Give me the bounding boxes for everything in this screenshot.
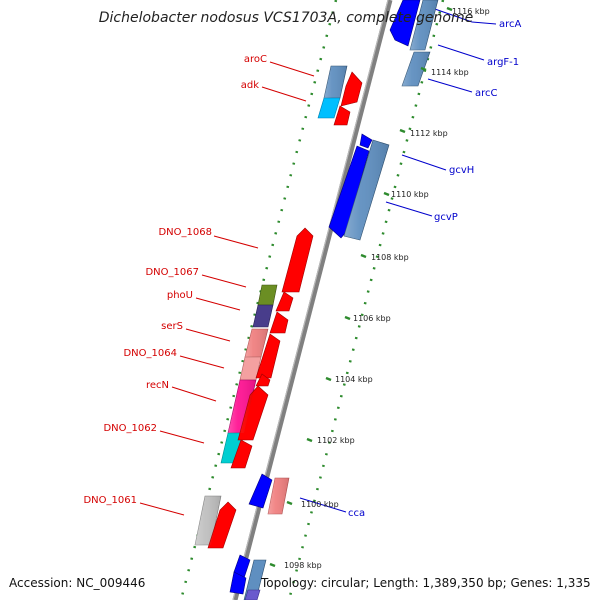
topology-text: Topology: circular; Length: 1,389,350 bp…	[260, 576, 591, 590]
tick-label: 1114 kbp	[431, 68, 469, 77]
gene-label-aroC[interactable]: aroC	[244, 54, 267, 65]
gene-label-DNO_1067[interactable]: DNO_1067	[145, 267, 199, 278]
tick-label: 1110 kbp	[391, 190, 429, 199]
gene-label-argF-1[interactable]: argF-1	[487, 57, 519, 68]
tick-label: 1106 kbp	[353, 314, 391, 323]
gene-label-DNO_1062[interactable]: DNO_1062	[103, 423, 157, 434]
left-leader-lines	[139, 61, 315, 516]
gene-label-DNO_1061[interactable]: DNO_1061	[83, 495, 137, 506]
right-dotted-track	[287, 0, 445, 600]
gene-arrow-arcA[interactable]	[389, 0, 421, 47]
tick-label: 1102 kbp	[317, 436, 355, 445]
gene-arrow-phoU[interactable]	[269, 311, 289, 334]
gene-arrow-bottom-2[interactable]	[229, 571, 247, 595]
tick-label: 1116 kbp	[452, 7, 490, 16]
gene-arrow-bottom-4[interactable]	[244, 589, 261, 600]
gene-label-phoU[interactable]: phoU	[167, 290, 193, 301]
tick-label: 1108 kbp	[371, 253, 409, 262]
map-title: Dichelobacter nodosus VCS1703A, complete…	[99, 10, 473, 26]
right-leader-lines	[299, 7, 485, 513]
gene-label-DNO_1064[interactable]: DNO_1064	[123, 348, 177, 359]
gene-label-gcvP[interactable]: gcvP	[434, 212, 458, 223]
gene-label-arcC[interactable]: arcC	[475, 88, 498, 99]
gene-label-recN[interactable]: recN	[146, 380, 169, 391]
phoU-box[interactable]	[252, 304, 274, 328]
gene-arrow-adk[interactable]	[333, 105, 351, 126]
tick-label: 1098 kbp	[284, 561, 322, 570]
gene-label-gcvH[interactable]: gcvH	[449, 165, 474, 176]
left-forward-genes	[207, 71, 363, 549]
scale-tick-marks	[269, 6, 453, 568]
gene-label-arcA[interactable]: arcA	[499, 19, 522, 30]
gene-arrow-DNO_1068[interactable]	[281, 227, 314, 293]
gene-label-adk[interactable]: adk	[241, 80, 259, 91]
gene-arrow-DNO_1064[interactable]	[255, 373, 271, 387]
gene-label-DNO_1068[interactable]: DNO_1068	[158, 227, 212, 238]
tick-label: 1112 kbp	[410, 129, 448, 138]
DNO_1067-box[interactable]	[257, 284, 278, 306]
gene-shine	[195, 0, 438, 545]
left-gene-labels: aroC adk DNO_1068 DNO_1067 phoU serS DNO…	[83, 54, 267, 506]
gene-arrow-DNO_1061[interactable]	[207, 501, 237, 549]
tick-label: 1104 kbp	[335, 375, 373, 384]
gene-arrow-serS[interactable]	[255, 333, 281, 379]
right-gene-labels: arcA argF-1 arcC gcvH gcvP cca	[348, 19, 522, 519]
accession-text: Accession: NC_009446	[9, 576, 145, 590]
scale-tick-labels: 1116 kbp 1114 kbp 1112 kbp 1110 kbp 1108…	[284, 7, 490, 570]
gene-arrow-gcvH-cap[interactable]	[359, 133, 373, 149]
gene-arrow-cca-blue[interactable]	[248, 473, 273, 509]
gene-arrow-DNO_1067[interactable]	[275, 291, 294, 312]
gene-label-cca[interactable]: cca	[348, 508, 365, 519]
tick-label: 1100 kbp	[301, 500, 339, 509]
arcA-leader-extension	[471, 21, 497, 25]
gene-label-serS[interactable]: serS	[161, 321, 183, 332]
gene-arrow-DNO_1062[interactable]	[230, 439, 253, 469]
gene-arrow-gcvH[interactable]	[328, 145, 370, 239]
left-gene-boxes	[194, 65, 348, 546]
gene-arrow-aroC[interactable]	[340, 71, 363, 107]
adk-box[interactable]	[317, 97, 341, 119]
